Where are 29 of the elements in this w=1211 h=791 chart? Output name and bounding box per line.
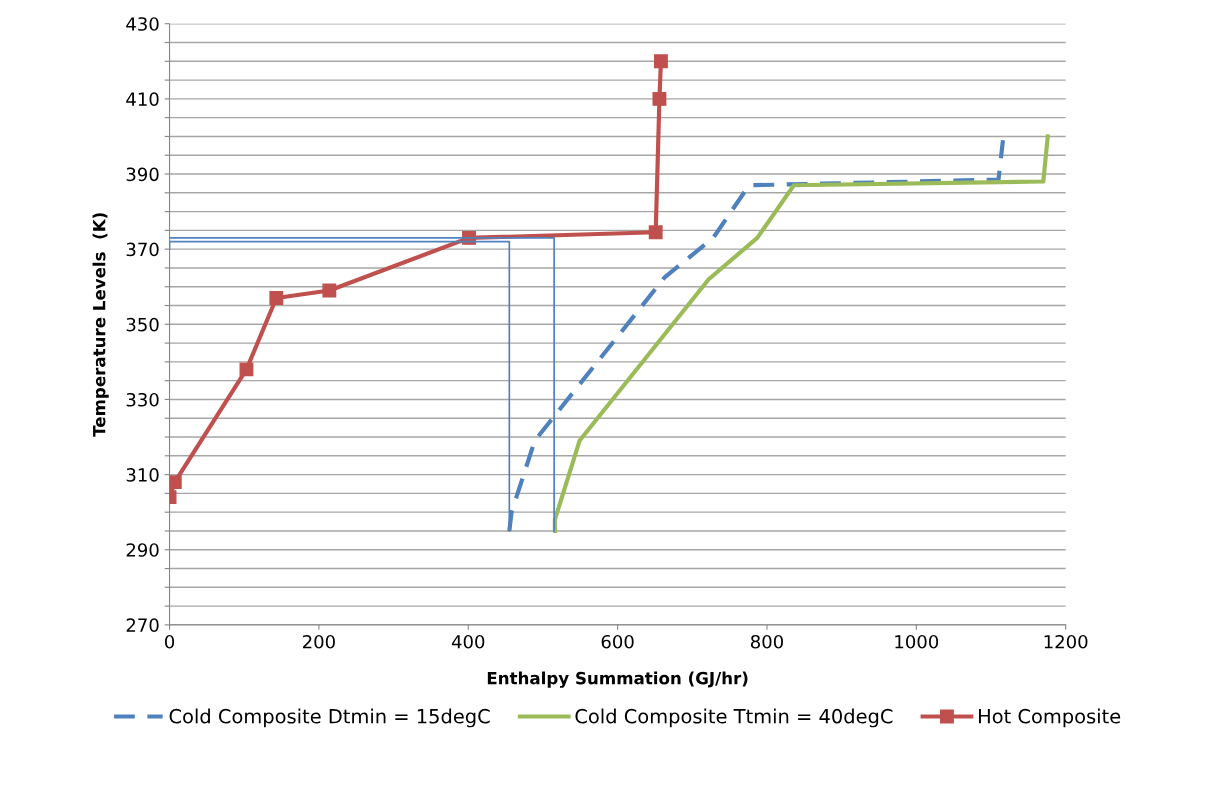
point [652,91,667,106]
y-tick-label: 410 [126,92,159,106]
legend-label: Cold Composite Ttmin = 40degC [575,708,893,728]
legend-label: Hot Composite [979,708,1121,728]
y-tick-label: 350 [126,317,159,332]
x-tick-label: 0 [164,634,175,649]
x-tick-label: 400 [451,634,485,649]
x-tick-label: 1000 [895,634,939,649]
y-axis-title: Temperature Levels (K) [92,213,109,437]
y-tick-label: 310 [126,468,159,482]
point [648,225,663,240]
y-tick-label: 370 [126,242,159,257]
point [169,475,182,490]
point [269,291,284,305]
point [653,54,668,69]
point [322,283,337,298]
legend-label: Cold Composite Dtmin = 15degC [169,708,490,728]
point [239,362,254,377]
y-tick-label: 390 [126,167,159,182]
y-tick-label: 330 [126,392,159,407]
x-tick-label: 800 [750,634,783,649]
y-tick-label: 430 [126,17,159,31]
y-tick-label: 290 [126,543,159,557]
x-tick-label: 200 [302,634,335,649]
x-axis-title: Enthalpy Summation (GJ/hr) [487,671,748,688]
line-series [552,134,1050,534]
x-tick-label: 600 [601,634,634,649]
x-tick-label: 1200 [1044,634,1088,649]
y-tick-label: 270 [126,618,159,633]
